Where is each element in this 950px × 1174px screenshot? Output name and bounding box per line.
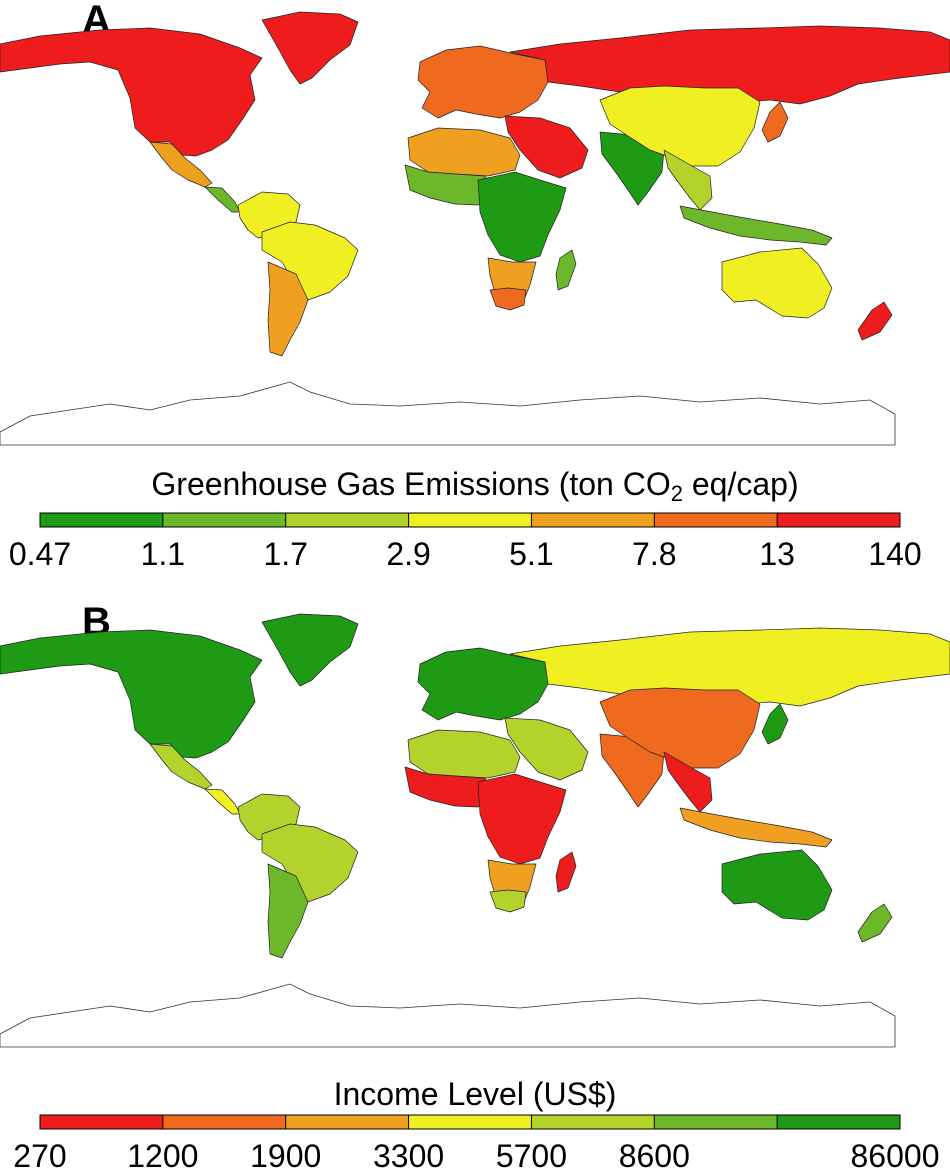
region-australia: [721, 247, 833, 319]
antarctica: [0, 381, 896, 446]
region-greenland: [261, 613, 359, 687]
region-madagascar: [555, 851, 577, 893]
colorbar-swatch: [285, 513, 409, 527]
region-mexico: [149, 141, 213, 188]
region-mexico: [149, 743, 213, 790]
income-legend-title: Income Level (US$): [333, 1076, 617, 1112]
colorbar-swatch: [408, 1115, 532, 1129]
region-new-zealand: [857, 903, 893, 943]
colorbar-swatch: [285, 1115, 409, 1129]
colorbar-swatch: [531, 1115, 655, 1129]
region-north-america: [0, 27, 263, 157]
colorbar-tick-label: 1.7: [263, 536, 308, 572]
colorbar-tick-label: 5700: [495, 1138, 568, 1174]
colorbar-swatch: [40, 1115, 163, 1129]
region-china: [599, 687, 761, 769]
colorbar-tick-label: 1200: [127, 1138, 199, 1174]
region-indonesia: [679, 205, 833, 246]
region-argentina: [267, 261, 309, 357]
region-australia: [721, 849, 833, 921]
colorbar-swatch: [162, 513, 286, 527]
region-south-africa: [489, 287, 527, 311]
region-north-africa: [407, 729, 521, 779]
emissions-colorbar: [39, 512, 901, 528]
region-central-africa: [477, 171, 567, 263]
emissions-map: [0, 11, 950, 446]
colorbar-swatch: [40, 513, 163, 527]
region-europe: [417, 647, 549, 721]
region-brazil: [261, 221, 359, 301]
colorbar-swatch: [654, 1115, 778, 1129]
colorbar-tick-label: 0.47: [8, 536, 72, 572]
region-north-america: [0, 629, 263, 759]
colorbar-swatch: [777, 1115, 900, 1129]
region-europe: [417, 45, 549, 119]
colorbar-tick-label: 270: [13, 1138, 67, 1174]
colorbar-tick-label: 13: [759, 536, 795, 572]
region-central-america: [204, 186, 241, 213]
colorbar-swatch: [654, 513, 778, 527]
region-china: [599, 85, 761, 167]
income-colorbar: [39, 1114, 901, 1130]
region-south-africa: [489, 889, 527, 913]
colorbar-tick-label: 7.8: [632, 536, 677, 572]
colorbar-tick-label: 8600: [618, 1138, 690, 1174]
region-brazil: [261, 823, 359, 903]
colorbar-tick-label: 5.1: [509, 536, 554, 572]
region-japan: [761, 703, 789, 745]
colorbar-tick-label: 86000: [850, 1138, 940, 1174]
region-japan: [761, 101, 789, 143]
region-central-africa: [477, 773, 567, 865]
region-new-zealand: [857, 301, 893, 341]
colorbar-tick-label: 1900: [250, 1138, 322, 1174]
region-madagascar: [555, 249, 577, 291]
region-central-america: [204, 788, 241, 815]
income-map: [0, 613, 950, 1048]
region-north-africa: [407, 127, 521, 177]
region-indonesia: [679, 807, 833, 848]
colorbar-swatch: [531, 513, 655, 527]
colorbar-swatch: [162, 1115, 286, 1129]
region-russia: [509, 627, 950, 707]
colorbar-tick-label: 2.9: [386, 536, 431, 572]
colorbar-swatch: [408, 513, 532, 527]
colorbar-swatch: [777, 513, 900, 527]
emissions-legend-title: Greenhouse Gas Emissions (ton CO2 eq/cap…: [151, 466, 799, 506]
region-middle-east: [504, 717, 589, 781]
colorbar-tick-label: 140: [868, 536, 922, 572]
antarctica: [0, 983, 896, 1048]
region-middle-east: [504, 115, 589, 179]
colorbar-tick-label: 3300: [372, 1138, 445, 1174]
region-argentina: [267, 863, 309, 959]
colorbar-tick-label: 1.1: [140, 536, 186, 572]
region-russia: [509, 25, 950, 105]
region-greenland: [261, 11, 359, 85]
